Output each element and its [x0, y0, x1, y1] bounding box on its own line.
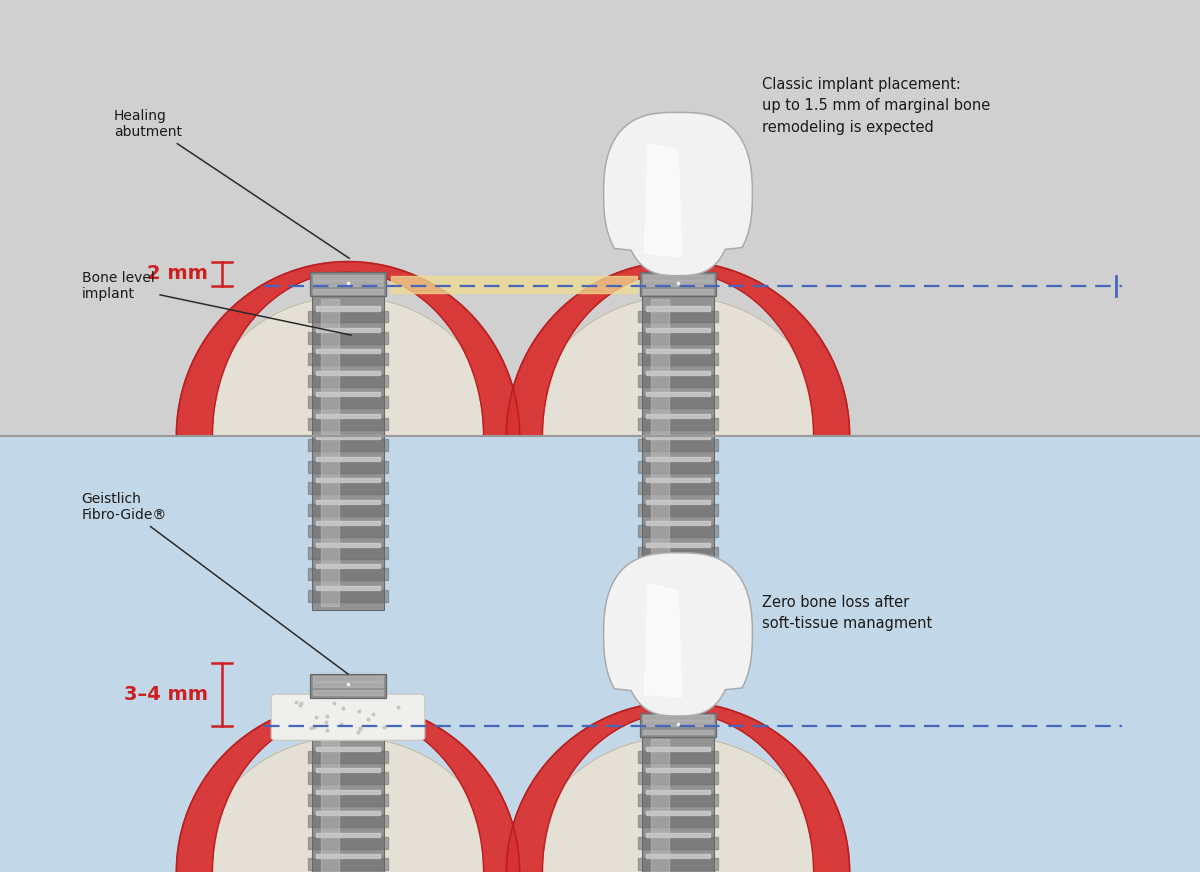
Polygon shape	[604, 112, 752, 276]
Polygon shape	[391, 276, 637, 293]
Bar	[642, 296, 714, 610]
FancyBboxPatch shape	[310, 272, 386, 296]
Polygon shape	[176, 262, 520, 436]
Bar	[0, 436, 1200, 872]
FancyBboxPatch shape	[641, 713, 716, 737]
Polygon shape	[644, 144, 682, 256]
Polygon shape	[506, 702, 850, 872]
Text: Bone level
implant: Bone level implant	[82, 271, 352, 335]
Bar	[642, 737, 714, 872]
Polygon shape	[176, 702, 520, 872]
Polygon shape	[506, 262, 850, 436]
Polygon shape	[528, 296, 828, 436]
Bar	[312, 737, 384, 872]
Polygon shape	[528, 737, 828, 872]
Text: Classic implant placement:
up to 1.5 mm of marginal bone
remodeling is expected: Classic implant placement: up to 1.5 mm …	[762, 77, 990, 135]
FancyBboxPatch shape	[641, 272, 716, 296]
Text: 3–4 mm: 3–4 mm	[124, 685, 208, 704]
Bar	[0, 0, 1200, 436]
Bar	[312, 296, 384, 610]
Polygon shape	[198, 737, 498, 872]
Text: 2 mm: 2 mm	[146, 264, 208, 283]
Text: Zero bone loss after
soft-tissue managment: Zero bone loss after soft-tissue managme…	[762, 595, 932, 631]
Polygon shape	[198, 296, 498, 436]
FancyBboxPatch shape	[310, 673, 386, 698]
Text: Geistlich
Fibro-Gide®: Geistlich Fibro-Gide®	[82, 492, 348, 674]
Polygon shape	[644, 584, 682, 698]
Text: Healing
abutment: Healing abutment	[114, 109, 349, 258]
Polygon shape	[604, 553, 752, 716]
FancyBboxPatch shape	[271, 694, 425, 740]
